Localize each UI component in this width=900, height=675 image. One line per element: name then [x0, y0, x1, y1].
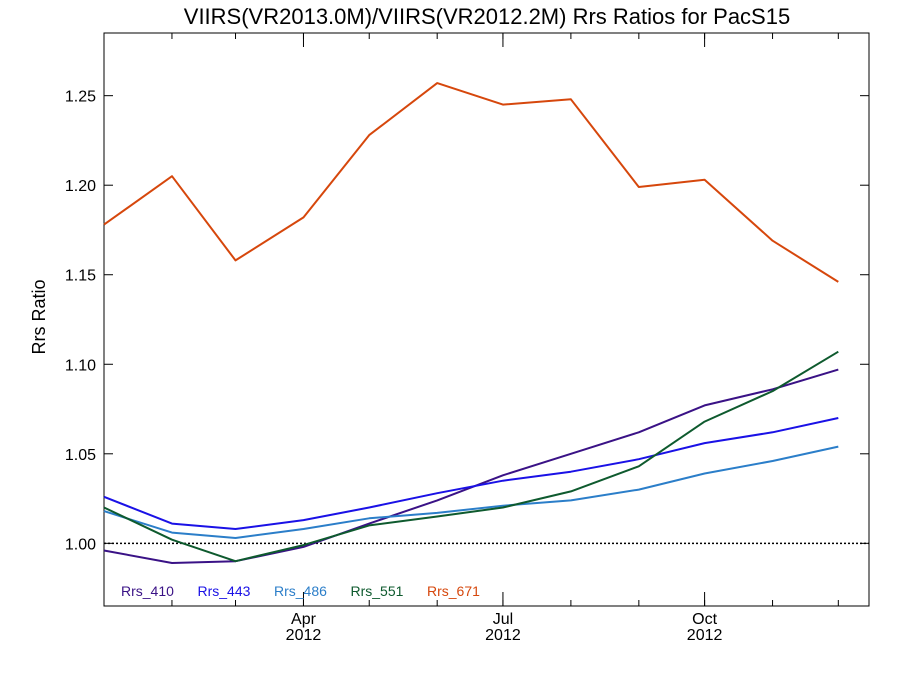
- x-tick-label-year: 2012: [687, 627, 723, 644]
- y-tick-label: 1.20: [65, 178, 96, 195]
- series-line-rrs-551: [103, 350, 839, 563]
- plot-area: 1.001.051.101.151.201.25Apr2012Jul2012Oc…: [65, 32, 870, 644]
- y-tick-label: 1.15: [65, 268, 96, 285]
- series-line-rrs-410: [103, 368, 839, 564]
- series-line-rrs-486: [103, 445, 839, 539]
- y-tick-label: 1.25: [65, 89, 96, 106]
- plot-frame: [103, 32, 870, 607]
- y-tick-label: 1.10: [65, 357, 96, 374]
- legend-item-rrs-486: Rrs_486: [274, 583, 327, 599]
- x-tick-label-month: Oct: [692, 611, 717, 628]
- legend-item-rrs-671: Rrs_671: [427, 583, 480, 599]
- legend-item-rrs-410: Rrs_410: [121, 583, 174, 599]
- chart-title: VIIRS(VR2013.0M)/VIIRS(VR2012.2M) Rrs Ra…: [184, 4, 790, 29]
- series-line-rrs-443: [103, 417, 839, 530]
- y-axis-label: Rrs Ratio: [29, 279, 49, 354]
- x-tick-label-month: Jul: [493, 611, 513, 628]
- y-tick-label: 1.05: [65, 447, 96, 464]
- y-tick-label: 1.00: [65, 536, 96, 553]
- x-tick-label-year: 2012: [485, 627, 521, 644]
- legend-item-rrs-551: Rrs_551: [351, 583, 404, 599]
- legend-item-rrs-443: Rrs_443: [198, 583, 251, 599]
- legend: Rrs_410 Rrs_443 Rrs_486 Rrs_551 Rrs_671: [121, 583, 480, 599]
- series-line-rrs-671: [103, 82, 839, 283]
- x-tick-label-month: Apr: [291, 611, 317, 628]
- x-tick-label-year: 2012: [286, 627, 322, 644]
